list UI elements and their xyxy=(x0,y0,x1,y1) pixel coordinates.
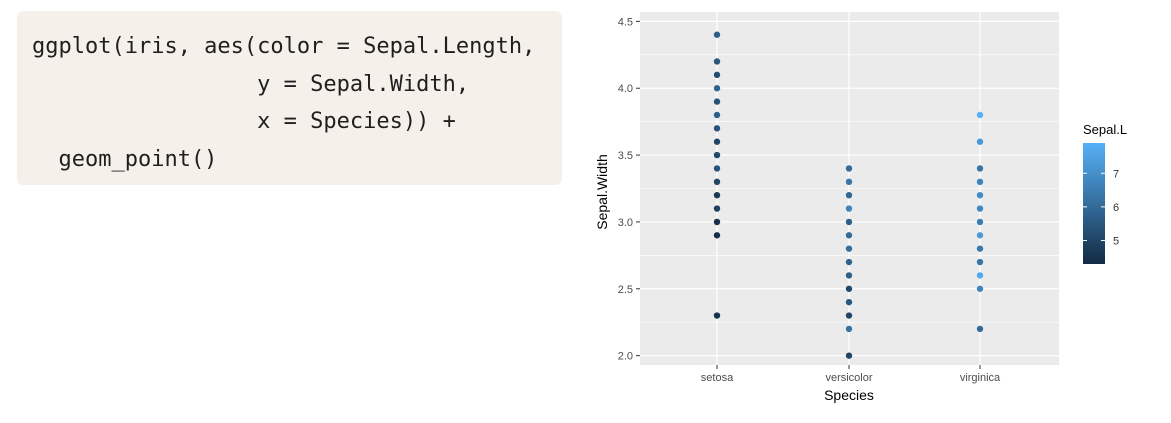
data-point xyxy=(845,285,853,292)
data-point xyxy=(976,205,984,212)
data-point xyxy=(713,151,721,159)
x-axis-title: Species xyxy=(824,387,874,403)
data-point xyxy=(713,98,721,105)
y-tick-label: 4.5 xyxy=(618,16,633,28)
data-point xyxy=(845,272,853,279)
data-point xyxy=(713,205,721,212)
data-point xyxy=(713,138,721,145)
data-point xyxy=(713,165,721,172)
code-line: ggplot(iris, aes(color = Sepal.Length, xyxy=(32,34,536,59)
code-line: y = Sepal.Width, xyxy=(32,71,470,97)
data-point xyxy=(976,218,984,226)
legend-colorbar xyxy=(1083,143,1105,264)
data-point xyxy=(976,178,984,186)
x-tick-label: versicolor xyxy=(825,372,872,384)
data-point xyxy=(976,111,984,119)
data-point xyxy=(976,258,984,266)
code-line: geom_point() xyxy=(32,146,218,172)
legend-title: Sepal.L xyxy=(1083,122,1127,137)
data-point xyxy=(845,312,853,319)
data-point xyxy=(845,325,853,333)
code-line: x = Species)) + xyxy=(32,109,456,134)
data-point xyxy=(713,125,721,132)
y-tick-label: 3.5 xyxy=(618,150,633,162)
data-point xyxy=(713,85,721,92)
y-tick-label: 2.5 xyxy=(618,284,633,296)
code-block: ggplot(iris, aes(color = Sepal.Length, y… xyxy=(17,11,562,185)
data-point xyxy=(845,178,853,186)
data-point xyxy=(976,165,984,172)
data-point xyxy=(713,31,721,38)
data-point xyxy=(713,111,721,119)
y-tick-label: 3.0 xyxy=(618,217,633,229)
data-point xyxy=(976,325,984,333)
y-tick-label: 2.0 xyxy=(618,351,633,363)
data-point xyxy=(845,218,853,226)
legend-break-label: 7 xyxy=(1113,168,1119,180)
data-point xyxy=(976,138,984,145)
data-point xyxy=(845,232,853,239)
data-point xyxy=(976,285,984,292)
data-point xyxy=(976,272,984,279)
data-point xyxy=(845,205,853,212)
color-legend: Sepal.L 5 6 7 xyxy=(1083,122,1127,264)
data-point xyxy=(713,71,721,79)
data-point xyxy=(713,191,721,199)
data-point xyxy=(713,232,721,239)
legend-break-label: 6 xyxy=(1113,202,1119,214)
data-point xyxy=(845,258,853,266)
data-point xyxy=(845,298,853,306)
data-point xyxy=(713,178,721,186)
data-point xyxy=(845,191,853,199)
data-point xyxy=(845,352,853,359)
data-point xyxy=(976,245,984,252)
data-point xyxy=(845,245,853,252)
data-point xyxy=(713,218,721,226)
data-point xyxy=(713,312,721,319)
data-point xyxy=(976,191,984,199)
x-tick-label: virginica xyxy=(960,372,1001,384)
x-tick-label: setosa xyxy=(701,372,734,384)
data-point xyxy=(713,58,721,65)
code-text: ggplot(iris, aes(color = Sepal.Length, y… xyxy=(32,28,535,178)
y-tick-label: 4.0 xyxy=(618,83,633,95)
legend-break-label: 5 xyxy=(1113,235,1119,247)
data-point xyxy=(845,165,853,172)
y-axis-title: Sepal.Width xyxy=(594,154,610,229)
data-point xyxy=(976,232,984,239)
